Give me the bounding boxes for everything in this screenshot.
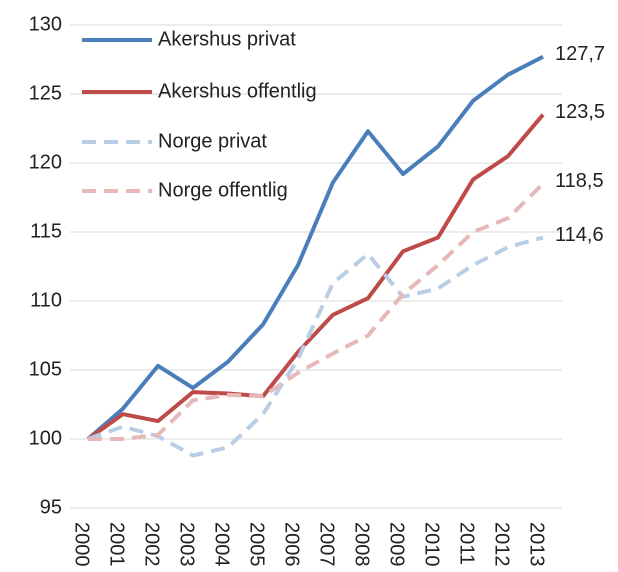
y-tick-label: 130 (29, 13, 62, 35)
y-tick-label: 105 (29, 358, 62, 380)
x-tick-label: 2000 (71, 522, 93, 567)
series-line (86, 54, 544, 441)
y-tick-label: 100 (29, 427, 62, 449)
y-tick-label: 95 (40, 496, 62, 518)
x-tick-label: 2007 (316, 522, 338, 567)
y-tick-label: 110 (30, 289, 62, 311)
data-label: 114,6 (555, 224, 604, 246)
x-tick-label: 2005 (246, 522, 268, 567)
y-tick-label: 120 (29, 151, 62, 173)
series-line (87, 235, 544, 458)
legend-label: Akershus privat (158, 28, 296, 50)
x-tick-label: 2004 (211, 522, 233, 567)
data-label: 127,7 (555, 43, 605, 65)
x-tick-label: 2011 (456, 522, 478, 565)
x-tick-label: 2003 (176, 522, 198, 567)
legend-label: Norge offentlig (158, 179, 288, 201)
x-tick-label: 2010 (421, 522, 443, 567)
x-tick-label: 2009 (386, 522, 408, 567)
series-line (86, 113, 545, 441)
x-tick-label: 2001 (106, 522, 128, 567)
x-tick-label: 2012 (491, 522, 513, 567)
series-line (88, 182, 545, 441)
x-tick-label: 2013 (526, 522, 548, 567)
x-tick-label: 2006 (281, 522, 303, 567)
x-tick-label: 2002 (141, 522, 163, 567)
y-tick-label: 125 (29, 82, 62, 104)
legend-label: Norge privat (158, 130, 267, 152)
data-label: 123,5 (555, 101, 605, 123)
data-label: 118,5 (555, 170, 604, 192)
y-tick-label: 115 (30, 220, 62, 242)
x-tick-label: 2008 (351, 522, 373, 567)
legend-label: Akershus offentlig (158, 80, 317, 102)
